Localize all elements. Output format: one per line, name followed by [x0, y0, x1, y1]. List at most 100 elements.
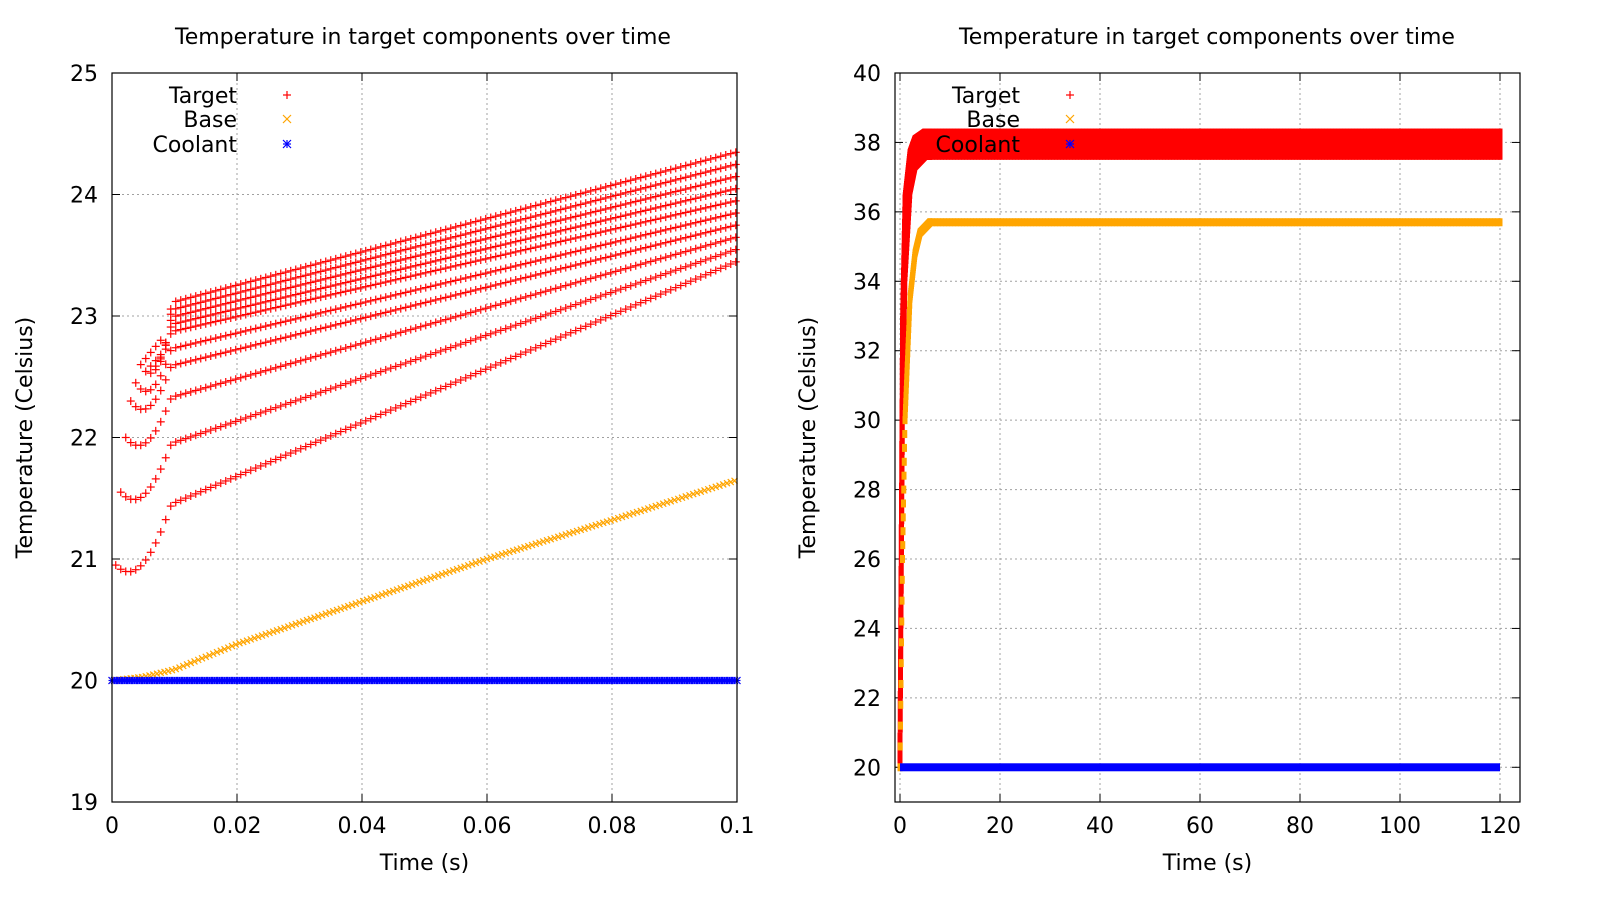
target-band-segment [1422, 128, 1428, 160]
base-point [957, 218, 963, 227]
base-point [902, 416, 908, 425]
base-point [1455, 218, 1461, 227]
target-band-segment [1059, 128, 1065, 160]
target-band-segment [999, 128, 1005, 160]
target-band-segment [1248, 128, 1254, 160]
base-point [1386, 218, 1392, 227]
base-point [1182, 218, 1188, 227]
plot-frame [894, 72, 1521, 803]
y-axis-label: Temperature (Celsius) [13, 317, 38, 560]
base-point [1377, 218, 1383, 227]
target-band-segment [1110, 128, 1116, 160]
base-point [1272, 218, 1278, 227]
target-band-segment [1002, 128, 1008, 160]
base-point [936, 218, 942, 227]
base-point [1200, 218, 1206, 227]
target-band-segment [1143, 128, 1149, 160]
base-point [1023, 218, 1029, 227]
y-tick-label: 24 [70, 184, 98, 209]
base-point [898, 700, 904, 709]
target-band-segment [1155, 128, 1161, 160]
base-point [1458, 218, 1464, 227]
target-band-segment [1176, 128, 1182, 160]
target-band-segment [1131, 128, 1137, 160]
series-coolant [108, 676, 741, 685]
base-point [898, 679, 904, 688]
x-tick-label: 0.02 [213, 814, 262, 839]
base-point [1407, 218, 1413, 227]
series-coolant [900, 763, 1500, 772]
base-point [1128, 218, 1134, 227]
grid-lines [111, 72, 738, 803]
target-band-segment [1104, 128, 1110, 160]
base-point [1278, 218, 1284, 227]
base-point [933, 218, 939, 227]
y-tick-label: 25 [70, 62, 98, 87]
target-band-segment [1383, 128, 1389, 160]
base-point [901, 499, 906, 508]
base-point [1464, 218, 1470, 227]
target-band-segment [981, 128, 987, 160]
target-band-segment [1347, 128, 1353, 160]
target-band-segment [1092, 128, 1098, 160]
target-band-segment [1284, 128, 1290, 160]
base-point [1194, 218, 1200, 227]
base-point [904, 361, 910, 370]
target-band-segment [1008, 128, 1014, 160]
base-point [1233, 218, 1239, 227]
target-band-segment [1353, 128, 1359, 160]
base-point [990, 218, 996, 227]
y-tick-label: 23 [70, 305, 98, 330]
base-point [1032, 218, 1038, 227]
target-band-segment [1320, 128, 1326, 160]
base-point [1254, 218, 1260, 227]
base-point [1449, 218, 1455, 227]
base-point [899, 638, 904, 647]
base-point [1107, 218, 1113, 227]
base-point [1152, 218, 1158, 227]
x-tick-label: 40 [1086, 814, 1114, 839]
base-point [1326, 218, 1332, 227]
base-point [1017, 218, 1023, 227]
y-tick-label: 40 [853, 62, 881, 87]
base-point [972, 218, 978, 227]
target-band-segment [1074, 128, 1080, 160]
target-band-segment [1023, 128, 1029, 160]
base-point [903, 403, 908, 412]
base-point [1470, 218, 1476, 227]
target-band-segment [1227, 128, 1233, 160]
base-point [1173, 218, 1179, 227]
base-point [1443, 218, 1449, 227]
base-point [1125, 218, 1131, 227]
target-band-segment [1443, 128, 1449, 160]
y-tick-label: 30 [853, 409, 881, 434]
target-band-segment [1488, 128, 1494, 160]
target-band-segment [1479, 128, 1485, 160]
base-point [1011, 218, 1017, 227]
target-band-segment [1404, 128, 1410, 160]
y-tick-label: 38 [853, 131, 881, 156]
base-point [1299, 218, 1305, 227]
target-band-segment [963, 128, 969, 160]
target-band-segment [951, 128, 957, 160]
target-band-segment [1239, 128, 1245, 160]
target-band-segment [1095, 128, 1101, 160]
base-point [1305, 218, 1311, 227]
target-band-segment [1314, 128, 1320, 160]
base-point [901, 457, 907, 466]
target-band-segment [1431, 128, 1437, 160]
base-point [1488, 218, 1494, 227]
base-point [1251, 218, 1257, 227]
target-band-segment [1017, 128, 1023, 160]
base-point [1350, 218, 1356, 227]
base-point [1344, 218, 1350, 227]
target-band-segment [1164, 128, 1170, 160]
base-point [1224, 218, 1230, 227]
target-band-segment [1281, 128, 1287, 160]
target-band-segment [1194, 128, 1200, 160]
y-axis-label: Temperature (Celsius) [796, 317, 821, 560]
target-band-segment [1140, 128, 1146, 160]
base-point [898, 659, 904, 668]
target-band-segment [1416, 128, 1422, 160]
target-band-segment [1296, 128, 1302, 160]
